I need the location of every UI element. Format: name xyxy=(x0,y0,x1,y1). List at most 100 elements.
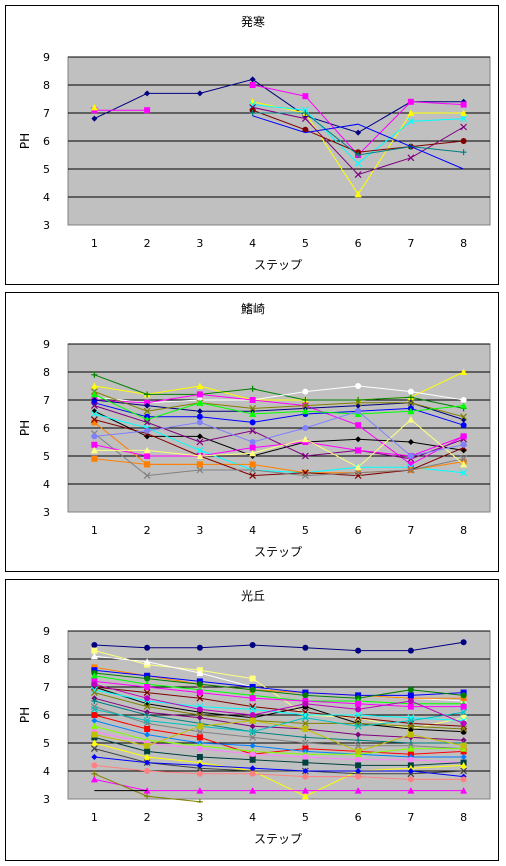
data-point xyxy=(143,787,151,794)
series-group xyxy=(90,368,468,480)
data-point xyxy=(144,675,151,682)
y-tick-label: 5 xyxy=(43,163,50,176)
data-point xyxy=(249,110,256,116)
data-point xyxy=(144,695,151,702)
data-point xyxy=(407,776,414,783)
data-point xyxy=(354,463,362,471)
series-line xyxy=(94,756,464,778)
data-point xyxy=(354,472,362,480)
data-point xyxy=(460,776,467,783)
data-point xyxy=(407,768,414,774)
data-point xyxy=(90,672,98,679)
data-point xyxy=(144,391,151,398)
x-tick-label: 7 xyxy=(407,524,414,537)
data-point xyxy=(407,453,414,459)
series-line xyxy=(94,669,464,696)
data-point xyxy=(144,759,151,766)
data-point xyxy=(302,754,309,760)
x-tick-label: 7 xyxy=(407,237,414,250)
data-point xyxy=(91,770,98,777)
data-point xyxy=(460,123,468,131)
data-point xyxy=(460,754,467,760)
series-line xyxy=(94,731,464,764)
data-point xyxy=(354,722,362,730)
chart-svg-2: 光丘 3 4 5 6 7 8 9 1 2 3 4 5 6 7 8 ステップ PH xyxy=(18,589,491,846)
data-point xyxy=(354,399,362,407)
data-point xyxy=(196,438,204,446)
y-tick-label: 6 xyxy=(43,135,50,148)
data-point xyxy=(249,733,257,741)
data-point xyxy=(407,717,415,725)
data-point xyxy=(460,639,467,646)
data-point xyxy=(249,466,257,474)
data-point xyxy=(90,739,98,746)
series-line xyxy=(94,706,464,750)
series-line xyxy=(94,742,464,797)
chart-panel-hirezaki: 鰭崎 3 4 5 6 7 8 9 1 2 3 4 5 6 7 8 ステップ PH xyxy=(5,292,499,572)
data-point xyxy=(90,446,98,454)
y-tick-label: 8 xyxy=(43,653,50,666)
data-point xyxy=(196,745,203,752)
data-point xyxy=(90,745,98,753)
data-point xyxy=(249,703,257,711)
series-line xyxy=(94,736,464,766)
data-point xyxy=(143,472,151,480)
data-point xyxy=(144,742,151,749)
data-point xyxy=(302,644,309,651)
data-point xyxy=(301,792,309,800)
x-tick-label: 2 xyxy=(144,524,151,537)
data-point xyxy=(90,382,98,389)
data-point xyxy=(354,714,362,722)
x-tick-label: 5 xyxy=(302,237,309,250)
data-point xyxy=(249,728,257,736)
data-point xyxy=(302,773,309,780)
data-point xyxy=(249,410,257,417)
x-tick-label: 7 xyxy=(407,811,414,824)
data-point xyxy=(407,722,415,730)
data-point xyxy=(144,107,151,114)
x-tick-label: 4 xyxy=(249,237,256,250)
data-point xyxy=(90,652,98,660)
data-point xyxy=(196,413,203,420)
data-point xyxy=(91,731,98,738)
series-line xyxy=(94,689,464,722)
data-point xyxy=(91,455,98,462)
data-point xyxy=(460,413,468,421)
y-axis-label: PH xyxy=(18,133,32,149)
series-line xyxy=(94,435,464,457)
series-line xyxy=(94,680,464,708)
data-point xyxy=(301,469,309,477)
data-point xyxy=(407,154,415,162)
data-point xyxy=(91,762,98,769)
data-point xyxy=(143,703,151,711)
data-point xyxy=(144,644,151,651)
series-line xyxy=(94,385,464,404)
data-point xyxy=(91,712,98,718)
data-point xyxy=(143,658,151,665)
data-point xyxy=(460,101,467,108)
data-point xyxy=(249,76,256,83)
data-point xyxy=(355,762,362,769)
data-point xyxy=(249,444,256,451)
data-point xyxy=(302,388,309,395)
y-tick-label: 7 xyxy=(43,394,50,407)
x-tick-label: 8 xyxy=(460,811,467,824)
series-line xyxy=(94,778,464,792)
series-line xyxy=(94,714,464,755)
data-point xyxy=(249,427,257,435)
data-point xyxy=(460,460,468,468)
data-point xyxy=(91,647,98,654)
series-line xyxy=(94,764,464,780)
data-point xyxy=(460,109,468,116)
data-point xyxy=(249,705,257,713)
data-point xyxy=(249,675,256,682)
data-point xyxy=(196,452,204,459)
data-point xyxy=(90,390,98,398)
data-point xyxy=(407,756,414,763)
data-point xyxy=(460,433,467,440)
data-point xyxy=(196,689,203,696)
series-line xyxy=(94,413,464,474)
data-point xyxy=(196,694,204,702)
data-point xyxy=(354,159,362,167)
data-point xyxy=(144,453,151,459)
